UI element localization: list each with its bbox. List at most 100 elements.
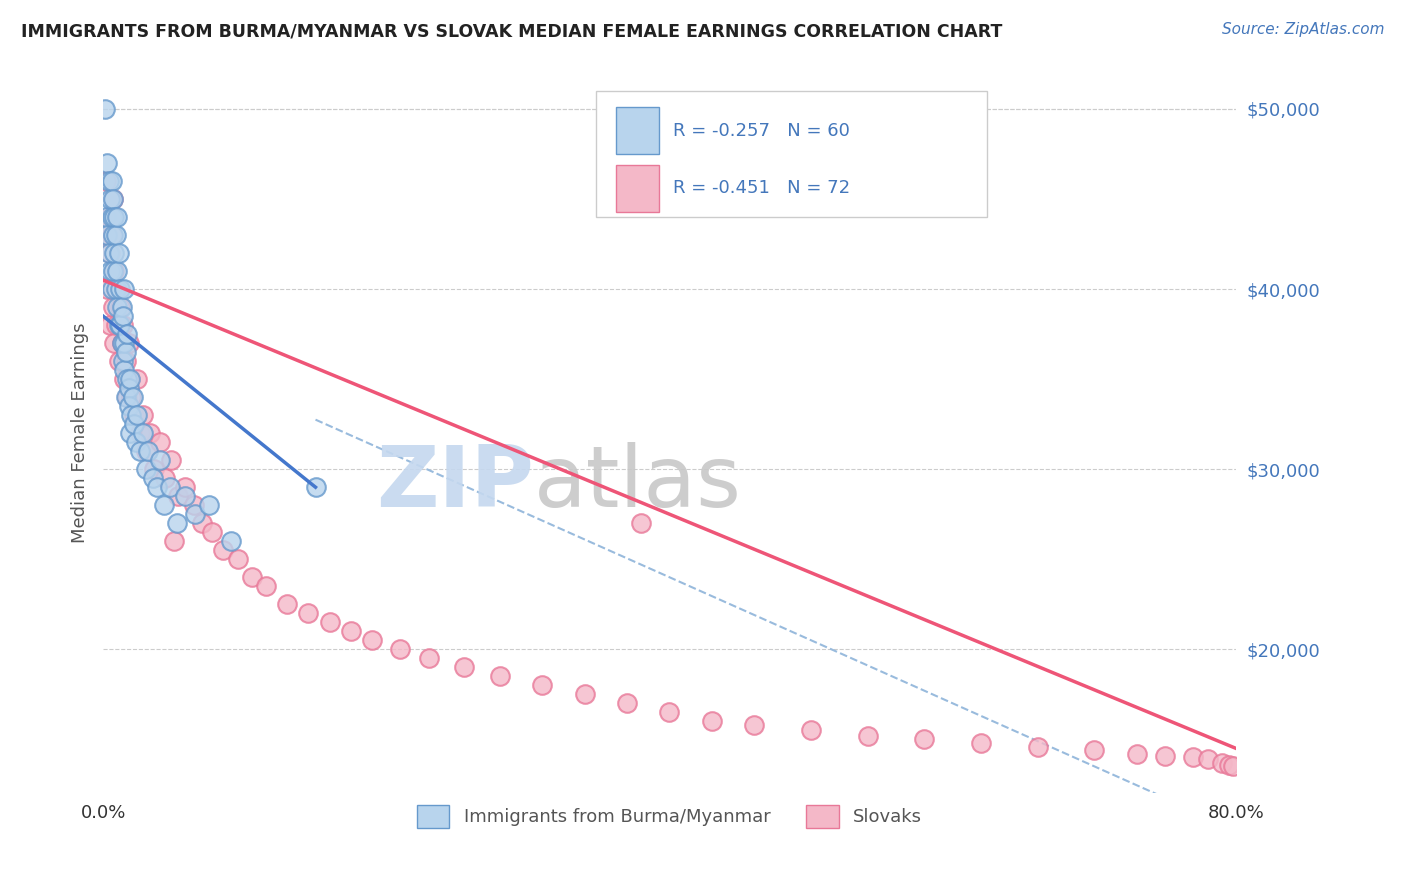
Point (744, 718, 766, 732)
Bar (616, 165, 659, 211)
Point (174, 489, 197, 503)
Point (111, 354, 134, 368)
Point (174, 480, 197, 494)
Point (105, 264, 128, 278)
Point (115, 327, 138, 342)
Point (219, 534, 242, 549)
Point (103, 264, 125, 278)
Point (1154, 748, 1177, 763)
Y-axis label: Median Female Earnings: Median Female Earnings (72, 323, 89, 543)
Point (226, 552, 249, 566)
Point (104, 228, 127, 243)
Point (101, 192, 124, 206)
Point (135, 462, 157, 476)
Legend: Immigrants from Burma/Myanmar, Slovaks: Immigrants from Burma/Myanmar, Slovaks (409, 798, 929, 835)
Point (183, 498, 205, 512)
Text: R = -0.451   N = 72: R = -0.451 N = 72 (673, 179, 851, 197)
Point (1222, 759, 1244, 773)
Point (96, 282, 118, 296)
Point (389, 642, 412, 657)
Point (127, 408, 149, 422)
Point (94, 210, 117, 224)
Point (111, 318, 134, 332)
Point (139, 426, 162, 441)
Point (97, 246, 120, 260)
Point (166, 516, 188, 531)
Point (138, 444, 160, 458)
Point (96, 156, 118, 170)
Point (125, 435, 148, 450)
Point (118, 372, 141, 386)
Point (149, 453, 172, 467)
Text: ZIP: ZIP (375, 442, 533, 525)
Point (212, 543, 235, 558)
Point (167, 489, 190, 503)
Point (124, 417, 146, 432)
Text: Source: ZipAtlas.com: Source: ZipAtlas.com (1222, 22, 1385, 37)
Point (114, 390, 136, 404)
Point (98, 246, 121, 260)
Point (142, 471, 165, 485)
Point (100, 282, 122, 296)
Point (159, 480, 181, 494)
Point (418, 651, 440, 665)
Point (111, 309, 134, 323)
Point (531, 678, 554, 692)
Point (100, 210, 122, 224)
Point (97, 174, 120, 188)
Point (107, 318, 129, 332)
Point (240, 570, 263, 584)
Point (103, 246, 125, 260)
Point (700, 714, 723, 729)
Point (160, 453, 183, 467)
Point (103, 336, 125, 351)
Point (120, 408, 142, 422)
Point (104, 318, 127, 332)
Point (132, 408, 155, 422)
Point (93, 102, 115, 116)
Point (127, 372, 149, 386)
Point (104, 282, 127, 296)
Point (361, 633, 384, 648)
Point (856, 729, 879, 743)
Point (201, 525, 224, 540)
Point (100, 174, 122, 188)
Point (105, 210, 128, 224)
Bar (616, 107, 659, 154)
Point (453, 660, 475, 674)
Point (276, 597, 298, 611)
Point (107, 354, 129, 368)
Point (198, 498, 221, 512)
Point (1218, 757, 1240, 772)
Point (117, 336, 139, 351)
Point (340, 624, 363, 639)
Point (129, 444, 152, 458)
Point (1125, 747, 1147, 761)
Point (101, 192, 124, 206)
Point (616, 696, 638, 710)
Point (124, 408, 146, 422)
Point (120, 390, 142, 404)
Point (110, 300, 132, 314)
Point (100, 228, 122, 243)
Point (129, 426, 152, 441)
Point (103, 210, 125, 224)
Point (112, 363, 135, 377)
Point (117, 381, 139, 395)
Point (1197, 752, 1219, 766)
Point (488, 669, 510, 683)
Point (135, 444, 157, 458)
Point (630, 516, 652, 531)
Point (101, 264, 124, 278)
Point (110, 336, 132, 351)
Point (153, 498, 176, 512)
Point (101, 300, 124, 314)
Point (97, 210, 120, 224)
Point (105, 300, 128, 314)
Point (118, 372, 141, 386)
Point (93, 228, 115, 243)
Point (146, 480, 169, 494)
Point (800, 723, 823, 738)
Text: IMMIGRANTS FROM BURMA/MYANMAR VS SLOVAK MEDIAN FEMALE EARNINGS CORRELATION CHART: IMMIGRANTS FROM BURMA/MYANMAR VS SLOVAK … (21, 22, 1002, 40)
Point (112, 282, 135, 296)
